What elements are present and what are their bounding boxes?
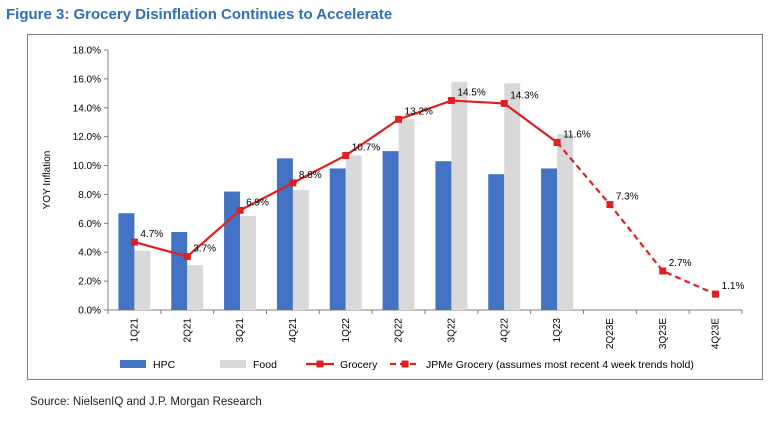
data-label: 4.7% <box>140 229 163 240</box>
data-label: 1.1% <box>722 281 745 292</box>
x-tick-label: 1Q23 <box>552 318 563 343</box>
x-tick-label: 4Q22 <box>499 318 510 343</box>
data-label: 13.2% <box>405 106 433 117</box>
data-label: 14.5% <box>457 88 485 99</box>
legend-swatch-food <box>220 360 246 368</box>
x-tick-label: 2Q23E <box>605 318 616 349</box>
bar-food <box>187 265 204 310</box>
grocery-marker <box>183 253 191 261</box>
chart-frame: 0.0% 2.0% 4.0% 6.0% 8.0% 10.0% 12.0% 14.0% 16.0%… <box>27 34 763 380</box>
data-label: 6.9% <box>246 197 269 208</box>
y-tick-label: 12.0% <box>73 132 101 143</box>
legend-marker-grocery <box>316 360 324 368</box>
x-tick-label: 2Q21 <box>182 318 193 343</box>
source-note: Source: NielsenIQ and J.P. Morgan Resear… <box>30 396 262 408</box>
figure-title: Figure 3: Grocery Disinflation Continues… <box>6 6 393 23</box>
bar-hpc <box>488 174 505 310</box>
grocery-marker <box>500 99 508 107</box>
bar-hpc <box>541 168 558 310</box>
data-label: 8.8% <box>299 170 322 181</box>
bar-food <box>504 83 521 310</box>
y-tick-label: 8.0% <box>78 190 101 201</box>
bar-food <box>557 133 574 310</box>
bar-hpc <box>171 232 188 310</box>
data-label: 11.6% <box>563 129 591 140</box>
grocery-marker <box>289 179 297 187</box>
x-tick-label: 4Q23E <box>711 318 722 349</box>
x-tick-label: 1Q21 <box>129 318 140 343</box>
data-label: 3.7% <box>193 244 216 255</box>
x-tick-label: 2Q22 <box>394 318 405 343</box>
x-tick-label: 4Q21 <box>288 318 299 343</box>
bar-hpc <box>276 158 293 310</box>
legend-swatch-hpc <box>120 360 146 368</box>
bar-hpc <box>435 161 452 310</box>
legend-label-food: Food <box>253 359 277 371</box>
bar-food <box>292 190 309 310</box>
bar-hpc <box>118 213 135 310</box>
x-tick-label: 1Q22 <box>341 318 352 343</box>
y-axis-label: YOY Inflation <box>42 151 53 210</box>
jpme-grocery-marker <box>659 267 667 275</box>
bar-food <box>451 81 468 311</box>
jpme-grocery-marker <box>712 290 720 298</box>
grocery-marker <box>130 238 138 246</box>
jpme-grocery-line <box>556 141 717 296</box>
x-tick-label: 3Q21 <box>235 318 246 343</box>
x-tick-label: 3Q23E <box>658 318 669 349</box>
grocery-marker <box>395 115 403 123</box>
y-tick-label: 16.0% <box>73 74 101 85</box>
data-label: 10.7% <box>352 142 380 153</box>
y-tick-label: 14.0% <box>73 103 101 114</box>
y-tick-label: 0.0% <box>78 306 101 317</box>
bar-hpc <box>382 151 399 310</box>
grocery-marker <box>553 138 561 146</box>
x-tick-label: 3Q22 <box>446 318 457 343</box>
bar-food <box>345 155 362 310</box>
legend-label-jpme-grocery: JPMe Grocery (assumes most recent 4 week… <box>426 359 694 371</box>
data-label: 14.3% <box>510 90 538 101</box>
bar-food <box>398 119 415 310</box>
y-tick-label: 6.0% <box>78 219 101 230</box>
jpme-grocery-marker <box>606 201 614 209</box>
bar-food <box>240 216 257 310</box>
chart-svg: 0.0% 2.0% 4.0% 6.0% 8.0% 10.0% 12.0% 14.0% 16.0%… <box>42 46 745 372</box>
legend-marker-jpme-grocery <box>401 360 409 368</box>
legend-label-grocery: Grocery <box>340 359 378 371</box>
bar-hpc <box>329 168 346 310</box>
y-tick-label: 4.0% <box>78 248 101 259</box>
grocery-marker <box>236 206 244 214</box>
legend-label-hpc: HPC <box>153 359 176 371</box>
data-label: 2.7% <box>669 258 692 269</box>
y-tick-label: 10.0% <box>73 161 101 172</box>
grocery-marker <box>447 97 455 105</box>
y-tick-label: 18.0% <box>73 46 101 57</box>
grocery-marker <box>342 151 350 159</box>
bar-food <box>134 250 151 310</box>
data-label: 7.3% <box>616 192 639 203</box>
y-tick-label: 2.0% <box>78 277 101 288</box>
